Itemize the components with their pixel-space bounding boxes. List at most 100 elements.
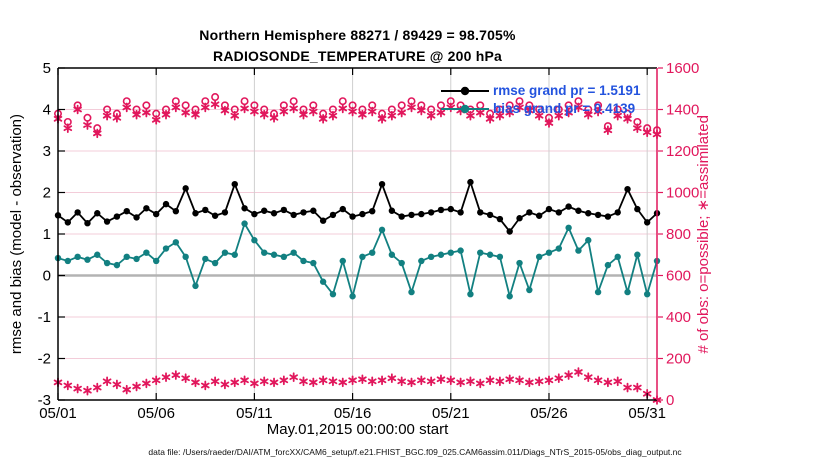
legend: rmse grand pr = 1.5191 bias grand pr = 0… bbox=[441, 81, 640, 117]
assimilated-marker bbox=[367, 106, 377, 117]
bias-marker bbox=[516, 259, 523, 267]
bias-marker bbox=[123, 253, 130, 261]
bias-marker bbox=[103, 259, 111, 267]
offtime_obs-marker bbox=[377, 375, 387, 386]
bias-marker bbox=[457, 247, 464, 254]
bias-marker bbox=[604, 261, 612, 269]
bias-marker bbox=[437, 251, 445, 258]
assimilated-marker bbox=[338, 103, 348, 114]
rmse-marker bbox=[300, 209, 307, 216]
bias-marker bbox=[496, 253, 504, 261]
offtime_obs-marker bbox=[436, 374, 446, 385]
assimilated-marker bbox=[269, 113, 279, 123]
assimilated-marker bbox=[554, 110, 564, 121]
assimilated-marker bbox=[328, 110, 338, 121]
rmse-marker bbox=[64, 219, 72, 226]
possible-marker bbox=[338, 97, 347, 106]
offtime_obs-marker bbox=[328, 376, 338, 387]
bias-marker bbox=[64, 257, 72, 265]
offtime_obs-marker bbox=[63, 380, 73, 391]
rmse-marker bbox=[74, 209, 81, 216]
rmse-marker bbox=[467, 178, 474, 186]
left-tick-labels: 5 4 3 2 1 0 -1 -2 -3 bbox=[38, 60, 51, 409]
assimilated-marker bbox=[534, 110, 544, 121]
assimilated-marker bbox=[642, 127, 652, 138]
offtime_obs-marker bbox=[564, 370, 573, 380]
assimilated-marker bbox=[387, 110, 397, 121]
possible-marker bbox=[397, 101, 406, 110]
assimilated-marker bbox=[309, 106, 318, 117]
offtime_obs-marker bbox=[93, 382, 102, 393]
assimilated-marker bbox=[230, 110, 240, 121]
offtime_obs-marker bbox=[505, 374, 514, 385]
assimilated-marker bbox=[426, 110, 436, 121]
offtime_obs-marker bbox=[407, 377, 416, 388]
bias-marker bbox=[182, 253, 189, 261]
offtime_obs-marker bbox=[142, 378, 151, 389]
left-tick-label: -1 bbox=[38, 309, 51, 326]
right-tick-label: 0 bbox=[666, 392, 674, 409]
possible-marker bbox=[83, 113, 92, 122]
assimilated-marker bbox=[83, 120, 92, 130]
offtime_obs-marker bbox=[397, 376, 406, 387]
assimilated-marker bbox=[161, 109, 171, 120]
offtime_obs-marker bbox=[132, 381, 141, 392]
axis-ticks bbox=[57, 67, 663, 401]
offtime_obs-marker bbox=[495, 376, 505, 387]
bias-marker bbox=[565, 224, 572, 231]
bias-marker bbox=[202, 255, 209, 263]
bias-marker bbox=[349, 293, 356, 300]
offtime_obs-marker bbox=[623, 382, 632, 393]
rmse-marker bbox=[535, 212, 543, 219]
rmse-marker bbox=[349, 213, 356, 220]
rmse-marker bbox=[378, 181, 386, 188]
bias-marker bbox=[339, 257, 346, 265]
bias-marker bbox=[319, 278, 327, 285]
rmse-marker bbox=[319, 217, 327, 224]
bias-marker bbox=[211, 259, 219, 267]
rmse-marker bbox=[192, 210, 199, 217]
assimilated-marker bbox=[210, 99, 220, 110]
offtime_obs-marker bbox=[220, 379, 230, 390]
bias-marker bbox=[388, 251, 396, 258]
bias-marker bbox=[310, 259, 317, 267]
rmse-marker bbox=[526, 209, 533, 216]
rmse-marker bbox=[634, 205, 641, 213]
assimilated-marker bbox=[122, 102, 132, 113]
rmse-marker bbox=[339, 205, 346, 213]
bias-marker bbox=[643, 290, 651, 298]
assimilated-marker bbox=[93, 128, 102, 139]
offtime_obs-marker bbox=[475, 378, 485, 389]
bias-line bbox=[57, 222, 658, 298]
legend-row-bias: bias grand pr = 0.4139 bbox=[441, 99, 640, 117]
assimilated-marker bbox=[417, 105, 426, 116]
left-tick-label: 4 bbox=[43, 102, 51, 119]
rmse-marker bbox=[477, 209, 484, 216]
left-tick-label: 1 bbox=[43, 226, 51, 243]
left-tick-label: 3 bbox=[43, 143, 51, 160]
rmse-marker bbox=[143, 205, 150, 212]
rmse-marker bbox=[221, 209, 229, 216]
assimilated-marker bbox=[132, 109, 141, 120]
bias-marker bbox=[477, 249, 484, 256]
x-tick-label: 05/06 bbox=[137, 405, 175, 422]
assimilated-marker bbox=[583, 109, 593, 120]
rmse-marker bbox=[614, 209, 621, 216]
x-axis-label: May.01,2015 00:00:00 start bbox=[266, 421, 449, 438]
offtime_obs-marker bbox=[525, 377, 534, 388]
legend-label-bias: bias grand pr = 0.4139 bbox=[493, 100, 636, 116]
offtime_obs-marker bbox=[338, 377, 348, 388]
assimilated-marker bbox=[220, 105, 230, 116]
assimilated-marker bbox=[73, 104, 82, 115]
offtime_obs-marker bbox=[456, 377, 465, 388]
right-tick-label: 600 bbox=[666, 268, 691, 285]
offtime_obs-marker bbox=[544, 375, 554, 386]
bias-marker bbox=[447, 249, 454, 256]
bias-marker bbox=[270, 251, 278, 258]
rmse-marker bbox=[211, 212, 219, 219]
assimilated-marker bbox=[63, 123, 73, 133]
assimilated-marker bbox=[475, 107, 485, 118]
legend-label-rmse: rmse grand pr = 1.5191 bbox=[493, 82, 641, 98]
offtime_obs-marker bbox=[161, 372, 171, 382]
